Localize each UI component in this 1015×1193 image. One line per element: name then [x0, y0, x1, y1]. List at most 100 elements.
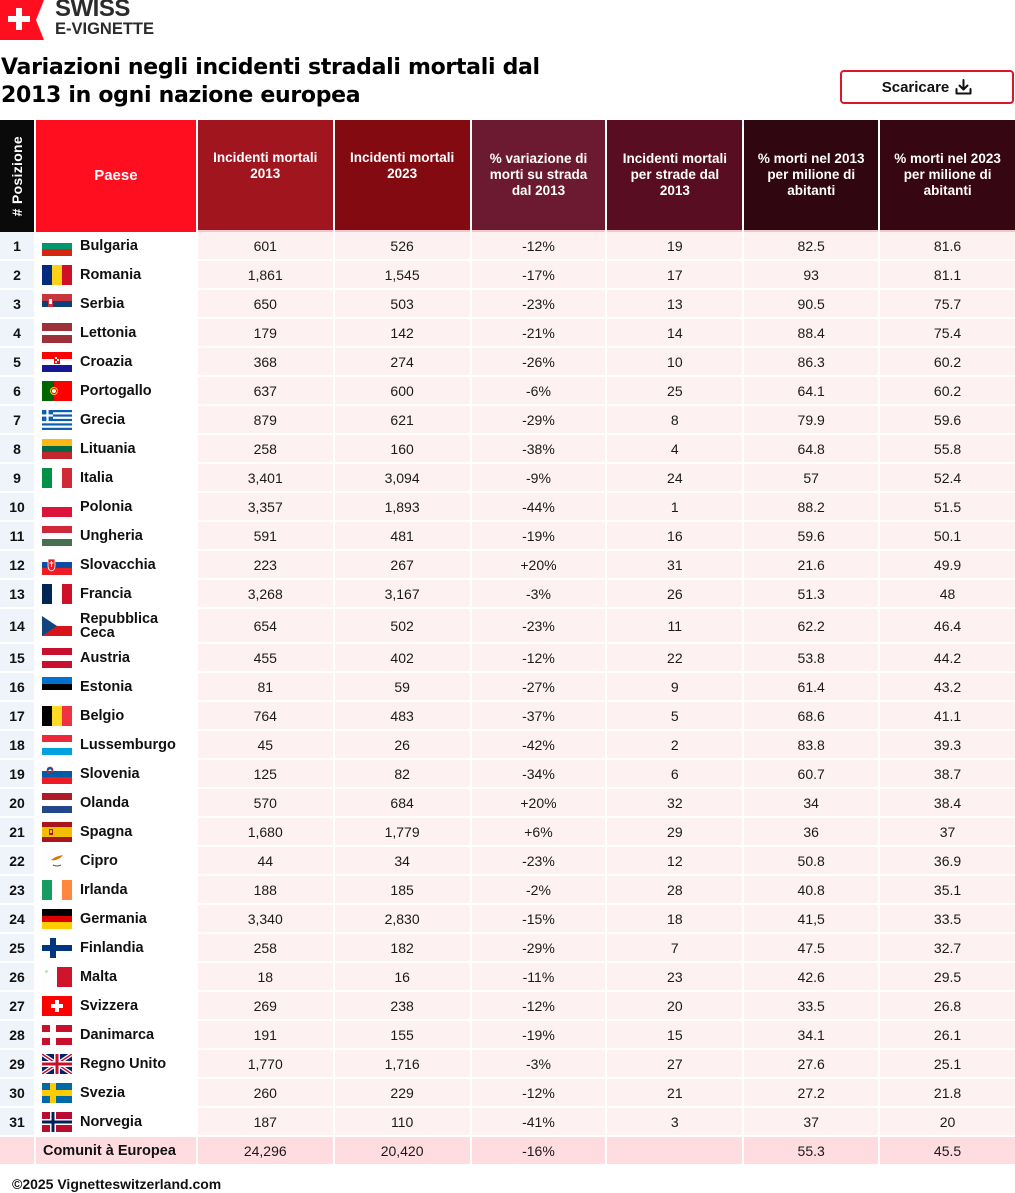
- country-name: Francia: [79, 585, 132, 602]
- country-cell: Slovenia: [35, 760, 196, 789]
- deaths-2023-cell: 182: [334, 934, 470, 963]
- table-row[interactable]: 25 Finlandia 258 182 -29% 7 47.5 32.7: [0, 934, 1015, 963]
- header-road-rank[interactable]: Incidenti mortali per strade dal 2013: [607, 120, 743, 232]
- deaths-2013-cell: 368: [197, 348, 333, 377]
- brand-logo[interactable]: SWISS E-VIGNETTE: [0, 0, 154, 40]
- header-per-million-2013[interactable]: % morti nel 2013 per milione di abitanti: [744, 120, 879, 232]
- per-million-2023-cell: 25.1: [880, 1050, 1015, 1079]
- header-deaths-2013[interactable]: Incidenti mortali 2013: [197, 120, 333, 232]
- table-row[interactable]: 31 Norvegia 187 110 -41% 3 37 20: [0, 1108, 1015, 1137]
- country-cell: Estonia: [35, 673, 196, 702]
- country-name: Romania: [79, 266, 142, 283]
- portugal-flag-icon: [41, 380, 80, 401]
- table-row[interactable]: 6 Portogallo 637 600 -6% 25 64.1 60.2: [0, 377, 1015, 406]
- header-percent-change[interactable]: % variazione di morti su strada dal 2013: [471, 120, 606, 232]
- percent-change-cell: -27%: [471, 673, 606, 702]
- table-row[interactable]: 13 Francia 3,268 3,167 -3% 26 51.3 48: [0, 580, 1015, 609]
- per-million-2023-cell: 35.1: [880, 876, 1015, 905]
- table-row[interactable]: 24 Germania 3,340 2,830 -15% 18 41,5 33.5: [0, 905, 1015, 934]
- swiss-flag-icon: [0, 0, 44, 40]
- table-row[interactable]: 12 Slovacchia 223 267 +20% 31 21.6 49.9: [0, 551, 1015, 580]
- table-row[interactable]: 15 Austria 455 402 -12% 22 53.8 44.2: [0, 644, 1015, 673]
- deaths-2013-cell: 570: [197, 789, 333, 818]
- deaths-2023-cell: 1,779: [334, 818, 470, 847]
- brand-line-1: SWISS: [55, 0, 130, 22]
- table-row[interactable]: 29 Regno Unito 1,770 1,716 -3% 27 27.6 25.1: [0, 1050, 1015, 1079]
- table-row[interactable]: 20 Olanda 570 684 +20% 32 34 38.4: [0, 789, 1015, 818]
- country-name: Croazia: [79, 353, 133, 370]
- road-rank-cell: 22: [607, 644, 743, 673]
- table-row[interactable]: 9 Italia 3,401 3,094 -9% 24 57 52.4: [0, 464, 1015, 493]
- road-rank-cell: 27: [607, 1050, 743, 1079]
- country-cell: Norvegia: [35, 1108, 196, 1137]
- per-million-2013-cell: 51.3: [744, 580, 879, 609]
- total-label-cell: Comunit à Europea: [35, 1137, 196, 1166]
- deaths-2023-cell: 238: [334, 992, 470, 1021]
- table-row[interactable]: 14 Repubblica Ceca 654 502 -23% 11 62.2 46.4: [0, 609, 1015, 644]
- rank-cell: 7: [0, 406, 34, 435]
- table-body: 1 Bulgaria 601 526 -12% 19 82.5 81.6 2 Romania 1,8…: [0, 232, 1015, 1166]
- per-million-2023-cell: 38.7: [880, 760, 1015, 789]
- table-row[interactable]: 21 Spagna 1,680 1,779 +6% 29 36 37: [0, 818, 1015, 847]
- per-million-2013-cell: 40.8: [744, 876, 879, 905]
- table-row[interactable]: 28 Danimarca 191 155 -19% 15 34.1 26.1: [0, 1021, 1015, 1050]
- percent-change-cell: -29%: [471, 934, 606, 963]
- total-percent-change-cell: -16%: [471, 1137, 606, 1166]
- percent-change-cell: -42%: [471, 731, 606, 760]
- road-rank-cell: 32: [607, 789, 743, 818]
- per-million-2023-cell: 48: [880, 580, 1015, 609]
- croatia-flag-icon: [41, 351, 80, 372]
- per-million-2013-cell: 88.2: [744, 493, 879, 522]
- rank-cell: 3: [0, 290, 34, 319]
- percent-change-cell: -37%: [471, 702, 606, 731]
- deaths-2023-cell: 3,167: [334, 580, 470, 609]
- table-row[interactable]: 17 Belgio 764 483 -37% 5 68.6 41.1: [0, 702, 1015, 731]
- per-million-2023-cell: 46.4: [880, 609, 1015, 644]
- table-row[interactable]: 19 Slovenia 125 82 -34% 6 60.7 38.7: [0, 760, 1015, 789]
- header-per-million-2023[interactable]: % morti nel 2023 per milione di abitanti: [880, 120, 1015, 232]
- finland-flag-icon: [41, 937, 80, 958]
- table-row[interactable]: 26 Malta 18 16 -11% 23 42.6 29.5: [0, 963, 1015, 992]
- table-row[interactable]: 7 Grecia 879 621 -29% 8 79.9 59.6: [0, 406, 1015, 435]
- total-road-rank-cell: [607, 1137, 743, 1166]
- road-rank-cell: 4: [607, 435, 743, 464]
- table-row[interactable]: 27 Svizzera 269 238 -12% 20 33.5 26.8: [0, 992, 1015, 1021]
- table-row[interactable]: 3 Serbia 650 503 -23% 13 90.5 75.7: [0, 290, 1015, 319]
- country-name: Belgio: [79, 707, 125, 724]
- country-name: Serbia: [79, 295, 125, 312]
- germany-flag-icon: [41, 908, 80, 929]
- table-row[interactable]: 16 Estonia 81 59 -27% 9 61.4 43.2: [0, 673, 1015, 702]
- country-name: Austria: [79, 649, 130, 666]
- per-million-2023-cell: 59.6: [880, 406, 1015, 435]
- table-row[interactable]: 5 Croazia 368 274 -26% 10 86.3 60.2: [0, 348, 1015, 377]
- deaths-2023-cell: 82: [334, 760, 470, 789]
- total-per-million-2013-cell: 55.3: [744, 1137, 879, 1166]
- table-row[interactable]: 2 Romania 1,861 1,545 -17% 17 93 81.1: [0, 261, 1015, 290]
- per-million-2013-cell: 27.6: [744, 1050, 879, 1079]
- country-name: Lettonia: [79, 324, 137, 341]
- download-button[interactable]: Scaricare: [840, 70, 1014, 104]
- deaths-2013-cell: 45: [197, 731, 333, 760]
- header-deaths-2023[interactable]: Incidenti mortali 2023: [334, 120, 470, 232]
- header-country[interactable]: Paese: [35, 120, 196, 232]
- table-row[interactable]: 4 Lettonia 179 142 -21% 14 88.4 75.4: [0, 319, 1015, 348]
- table-row[interactable]: 11 Ungheria 591 481 -19% 16 59.6 50.1: [0, 522, 1015, 551]
- deaths-2023-cell: 110: [334, 1108, 470, 1137]
- rank-cell: 27: [0, 992, 34, 1021]
- table-row[interactable]: 22 Cipro 44 34 -23% 12 50.8 36.9: [0, 847, 1015, 876]
- table-row[interactable]: 30 Svezia 260 229 -12% 21 27.2 21.8: [0, 1079, 1015, 1108]
- country-name: Svezia: [79, 1084, 126, 1101]
- rank-cell: 26: [0, 963, 34, 992]
- sweden-flag-icon: [41, 1082, 80, 1103]
- table-row[interactable]: 8 Lituania 258 160 -38% 4 64.8 55.8: [0, 435, 1015, 464]
- per-million-2013-cell: 47.5: [744, 934, 879, 963]
- country-name: Cipro: [79, 852, 118, 869]
- table-row[interactable]: 18 Lussemburgo 45 26 -42% 2 83.8 39.3: [0, 731, 1015, 760]
- table-row[interactable]: 23 Irlanda 188 185 -2% 28 40.8 35.1: [0, 876, 1015, 905]
- percent-change-cell: -19%: [471, 1021, 606, 1050]
- percent-change-cell: -41%: [471, 1108, 606, 1137]
- table-row[interactable]: 10 Polonia 3,357 1,893 -44% 1 88.2 51.5: [0, 493, 1015, 522]
- table-row[interactable]: 1 Bulgaria 601 526 -12% 19 82.5 81.6: [0, 232, 1015, 261]
- header-rank[interactable]: # Posizione: [0, 120, 34, 232]
- percent-change-cell: -15%: [471, 905, 606, 934]
